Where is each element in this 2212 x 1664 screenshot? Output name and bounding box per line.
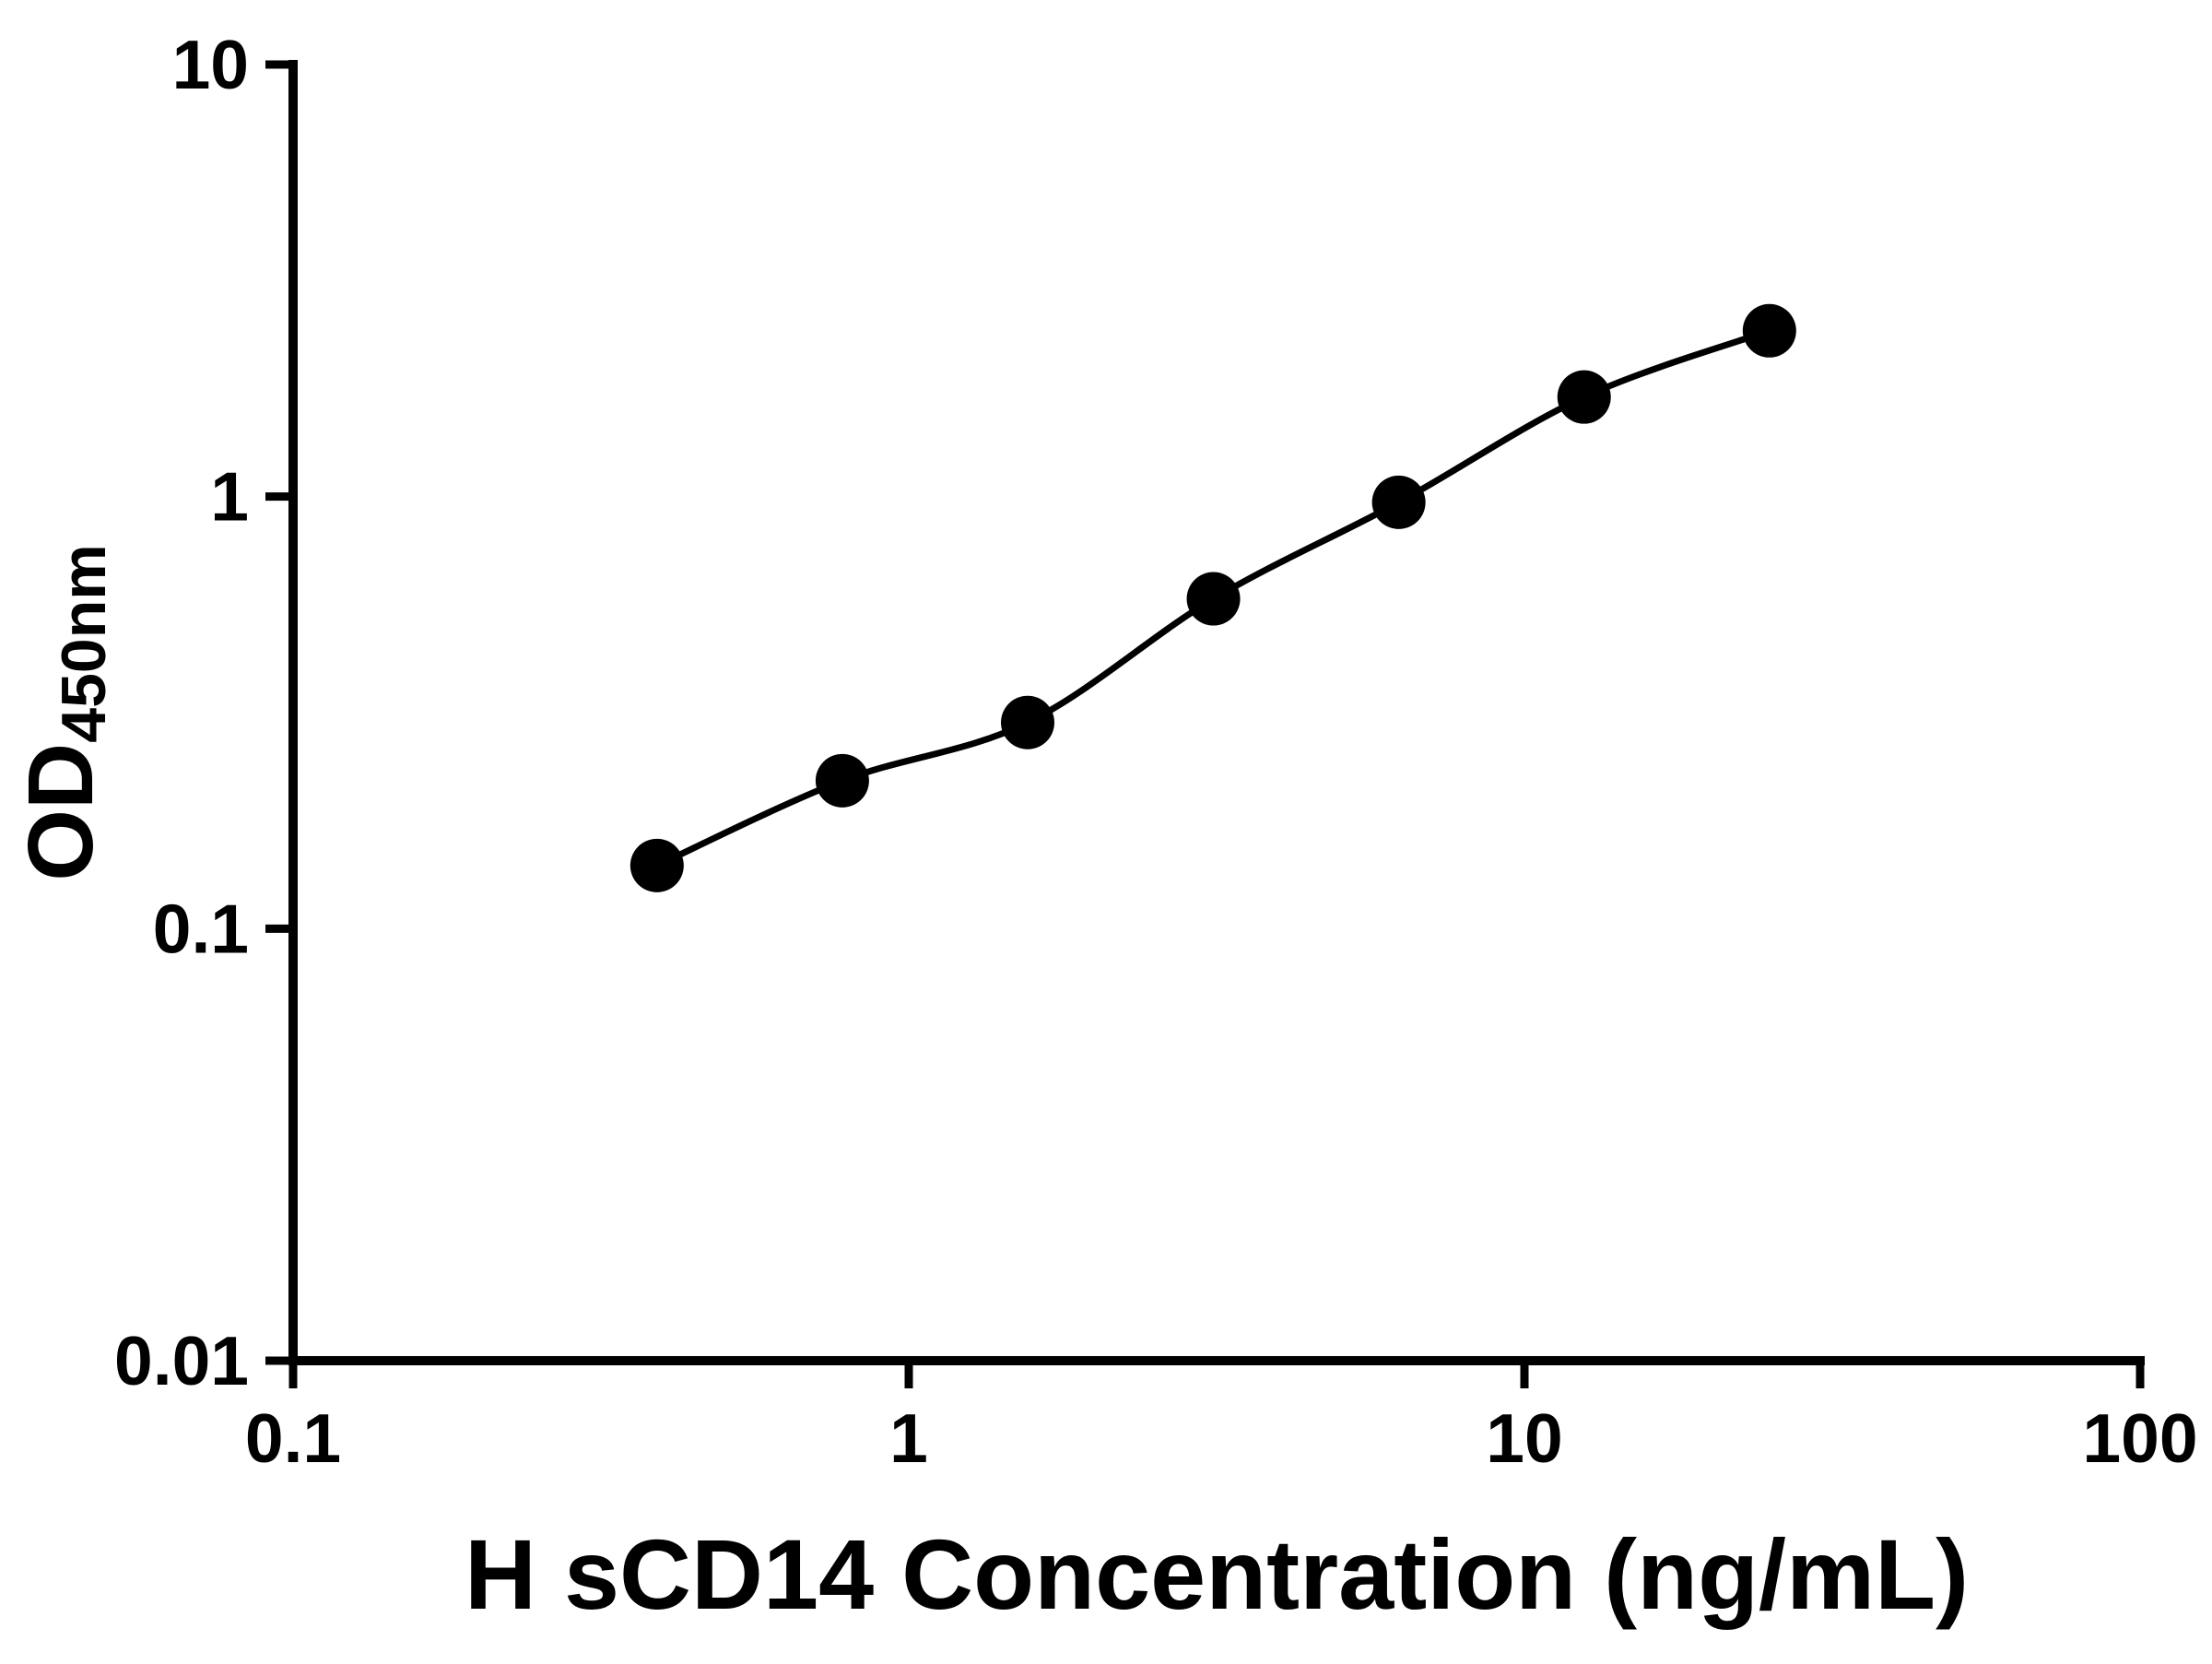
data-point: [1001, 695, 1055, 749]
data-point: [1742, 303, 1796, 358]
data-point: [1371, 475, 1426, 529]
data-point: [629, 838, 684, 892]
y-axis-title: OD450nm: [9, 544, 119, 880]
x-axis-tick-label: 100: [2082, 1399, 2197, 1477]
y-axis-tick-label: 0.1: [153, 890, 249, 967]
axis-frame: [288, 60, 2145, 1365]
y-axis-title-main: OD: [9, 743, 112, 881]
y-axis-title-subscript: 450nm: [49, 544, 119, 742]
y-axis-tick-label: 1: [210, 458, 249, 536]
x-axis-tick-label: 0.1: [245, 1399, 341, 1477]
data-point: [1186, 572, 1241, 626]
x-axis-title: H sCD14 Concentration (ng/mL): [465, 1518, 1969, 1630]
data-point: [815, 753, 869, 808]
data-point: [1557, 370, 1611, 424]
x-axis-tick-label: 1: [889, 1399, 928, 1477]
y-axis-tick-label: 0.01: [114, 1322, 249, 1399]
x-axis-tick-label: 10: [1486, 1399, 1562, 1477]
y-axis-tick-label: 10: [172, 26, 249, 103]
